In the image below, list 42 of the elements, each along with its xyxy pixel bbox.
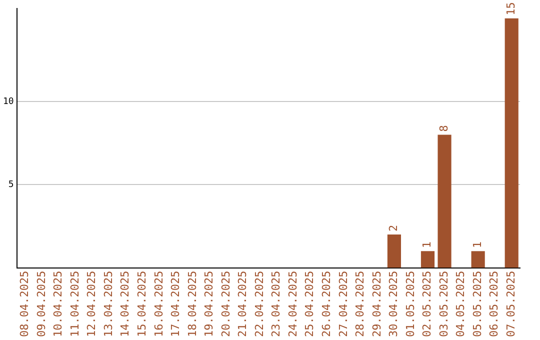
x-tick-label: 01.05.2025: [404, 270, 417, 338]
x-tick-label: 04.05.2025: [454, 270, 468, 338]
x-tick-label: 11.04.2025: [68, 270, 82, 338]
bar: [420, 251, 435, 268]
x-tick-label: 10.04.2025: [52, 270, 65, 338]
data-label: 1: [470, 242, 484, 248]
x-tick-label: 27.04.2025: [336, 270, 350, 338]
bar: [438, 134, 452, 268]
x-tick-label: 19.04.2025: [202, 270, 216, 338]
x-tick-label: 07.05.2025: [504, 270, 518, 338]
x-tick-label: 28.04.2025: [354, 270, 367, 338]
x-tick-label: 20.04.2025: [219, 270, 232, 338]
x-tick-label: 18.04.2025: [186, 270, 199, 338]
x-tick-label: 16.04.2025: [152, 270, 166, 338]
x-tick-label: 09.04.2025: [34, 270, 48, 338]
data-label: 2: [387, 224, 400, 232]
x-tick-label: 06.05.2025: [488, 270, 501, 338]
x-tick-label: 29.04.2025: [370, 270, 384, 338]
bar: [471, 251, 485, 268]
bar: [387, 234, 401, 268]
x-tick-label: 05.05.2025: [470, 270, 484, 338]
y-tick-label: 10: [2, 96, 14, 107]
x-tick-label: 30.04.2025: [387, 270, 400, 338]
x-tick-label: 23.04.2025: [270, 270, 283, 338]
x-tick-label: 14.04.2025: [118, 270, 132, 338]
data-label: 15: [504, 2, 518, 16]
data-label: 1: [420, 242, 434, 248]
x-tick-label: 24.04.2025: [286, 270, 300, 338]
x-tick-label: 13.04.2025: [102, 270, 115, 338]
x-tick-label: 26.04.2025: [320, 270, 333, 338]
data-label: 8: [437, 125, 450, 132]
x-tick-label: 15.04.2025: [135, 270, 148, 338]
y-tick-label: 5: [8, 180, 14, 190]
x-tick-label: 17.04.2025: [169, 270, 182, 338]
x-tick-label: 12.04.2025: [85, 270, 98, 338]
x-tick-label: 03.05.2025: [437, 270, 450, 338]
x-tick-label: 02.05.2025: [420, 270, 434, 338]
x-tick-label: 22.04.2025: [252, 270, 266, 338]
bar: [504, 18, 518, 268]
x-tick-label: 21.04.2025: [236, 270, 250, 338]
x-tick-label: 25.04.2025: [303, 270, 316, 338]
x-tick-label: 08.04.2025: [18, 270, 32, 338]
